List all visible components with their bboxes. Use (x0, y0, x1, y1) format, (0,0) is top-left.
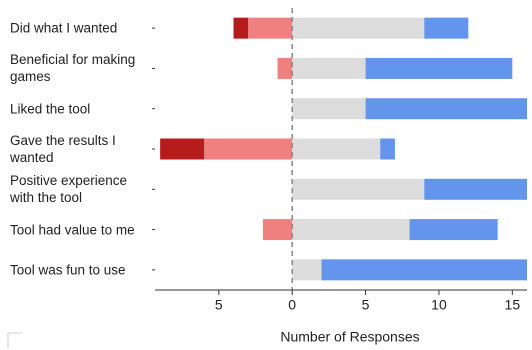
bar-segment (321, 259, 527, 281)
x-tick-label: 5 (362, 297, 370, 313)
bar-segment (292, 138, 381, 160)
bar-segment (409, 219, 498, 241)
category-label: Gave the results I wanted (10, 133, 116, 165)
bar-segment (292, 219, 410, 241)
category-label: Tool was fun to use (10, 262, 126, 278)
x-axis-label: Number of Responses (280, 329, 419, 345)
bar-segment (292, 57, 366, 79)
category-label: Positive experience with the tool (10, 173, 128, 206)
category-label: Liked the tool (10, 101, 91, 117)
bar-segment (262, 219, 293, 241)
x-tick-label: 10 (431, 297, 447, 313)
bar-segment (365, 98, 527, 120)
bar-segment (292, 98, 366, 120)
bar-segment (204, 138, 293, 160)
category-label: Did what I wanted (10, 20, 118, 36)
bar-segment (160, 138, 205, 160)
category-label: Beneficial for making games (10, 52, 136, 85)
bar-segment (424, 17, 469, 39)
bar-segment (277, 57, 293, 79)
category-label: Tool had value to me (10, 222, 135, 238)
bar-segment (292, 259, 322, 281)
bar-segment (292, 178, 425, 200)
x-tick-label: 15 (505, 297, 521, 313)
corner-mark (7, 332, 22, 348)
x-tick-label: 5 (215, 297, 223, 313)
x-tick-label: 0 (288, 297, 296, 313)
bar-segment (292, 17, 425, 39)
bar-segment (365, 57, 513, 79)
bar-segment (233, 17, 249, 39)
bar-segment (424, 178, 527, 200)
bar-segment (380, 138, 395, 160)
bar-segment (248, 17, 293, 39)
